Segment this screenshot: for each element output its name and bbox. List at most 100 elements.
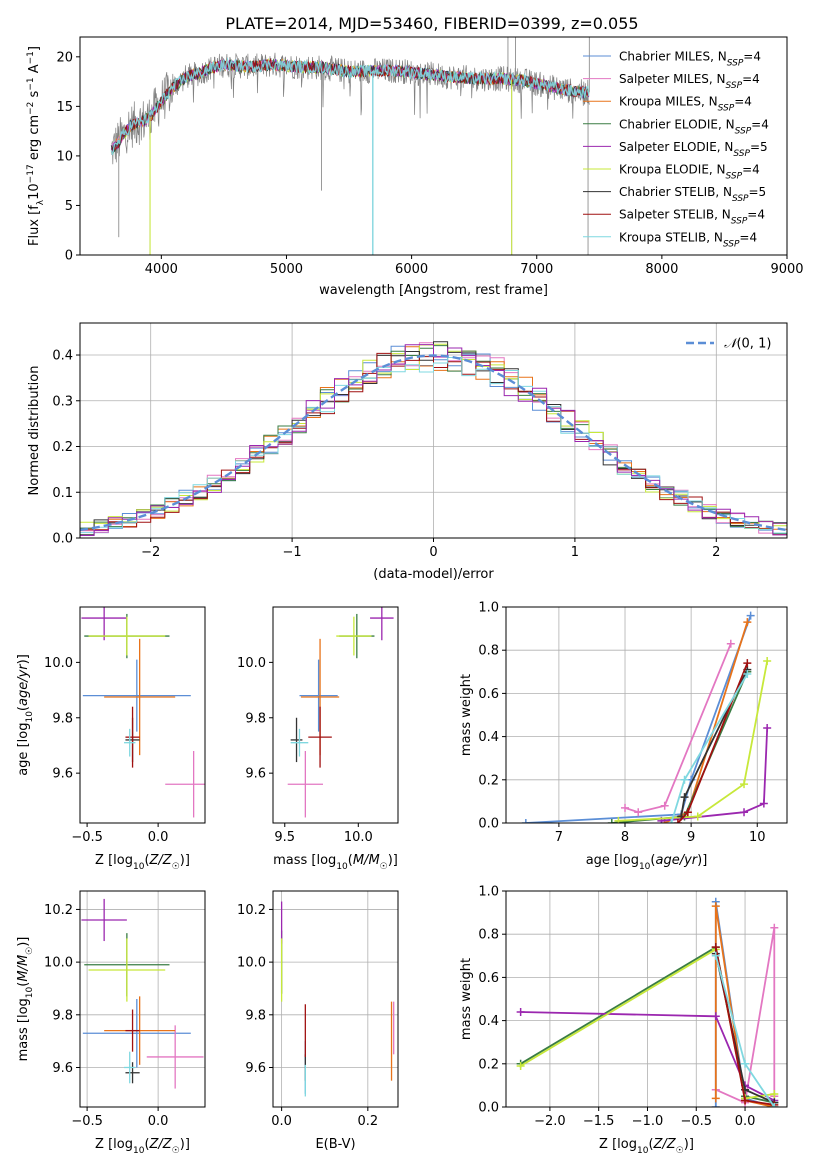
x-tick-label: 0.0	[148, 1114, 169, 1129]
mass_weight_vs_metallicity-axes: −2.0 −1.5 −1.0 −0.5 0.0 0.0 0.2 0.4 0.6 0.8 1.0 Z […	[459, 885, 788, 1156]
weight-series	[711, 951, 779, 1107]
observed-spectrum-line	[111, 52, 590, 165]
x-tick-label: −0.5	[71, 1114, 103, 1129]
y-tick-label: 10.2	[237, 903, 266, 918]
mass_weight_vs_age-axes: 7 8 9 10 0.0 0.2 0.4 0.6 0.8 1.0 age [log10(age/yr…	[459, 601, 788, 872]
weight-line	[624, 643, 732, 814]
axes-frame	[79, 36, 788, 256]
residual_histogram-axes: −2 −1 0 1 2 0.0 0.1 0.2 0.3 0.4 𝒩(0, 1) (data-model…	[27, 322, 788, 582]
errorbar-point	[88, 938, 166, 1002]
weight-marker	[763, 723, 772, 732]
errorbar-point	[146, 1025, 204, 1089]
errorbar-point	[290, 717, 303, 763]
y-axis-label: Normed distribution	[27, 366, 42, 496]
x-axis-label: Z [log10(Z/Z☉)]	[599, 1137, 694, 1156]
age_vs_metallicity-axes: −0.5 0.0 9.6 9.8 10.0 Z [log10(Z/Z☉)] age [log…	[16, 606, 206, 872]
x-axis-label: E(B-V)	[315, 1137, 355, 1152]
errorbar-point	[336, 616, 372, 656]
weight-marker	[660, 801, 669, 810]
errorbar-point	[299, 659, 338, 732]
errorbar-point	[290, 728, 309, 757]
x-tick-label: 8	[621, 830, 629, 845]
y-tick-label: 0.2	[52, 440, 73, 455]
weight-marker	[726, 639, 735, 648]
x-axis-label: wavelength [Angstrom, rest frame]	[319, 283, 548, 298]
errorbar-point	[308, 706, 332, 768]
model-spectrum-line	[110, 57, 590, 156]
weight-line	[714, 905, 775, 1107]
errorbar-point	[88, 616, 166, 656]
y-axis-label: mass [log10(M/M☉)]	[16, 937, 35, 1062]
errorbar-point	[125, 1009, 140, 1052]
weight-marker	[740, 808, 749, 817]
y-tick-label: 5	[65, 199, 73, 214]
y-tick-label: 0.0	[478, 1101, 499, 1116]
x-tick-label: 9	[687, 830, 695, 845]
x-tick-label: 10	[749, 830, 766, 845]
weight-series	[677, 665, 752, 821]
errorbar-point	[81, 607, 127, 641]
model-spectrum-line	[111, 57, 590, 156]
weight-marker	[770, 1090, 779, 1099]
x-tick-label: 7	[555, 830, 563, 845]
x-tick-label: 0.0	[148, 830, 169, 845]
x-tick-label: 0.0	[271, 1114, 292, 1129]
axes-frame	[505, 890, 788, 1108]
legend-entry-label: Salpeter MILES, NSSP=4	[619, 72, 760, 91]
x-tick-label: 5000	[270, 262, 303, 277]
y-tick-label: 1.0	[478, 601, 499, 616]
legend-entry-label: Chabrier ELODIE, NSSP=4	[619, 117, 769, 136]
age_vs_metallicity-plot-area	[81, 607, 205, 818]
axes-frame	[505, 606, 788, 824]
x-axis-label: Z [log10(Z/Z☉)]	[95, 853, 190, 872]
y-axis-label: mass weight	[459, 958, 474, 1040]
weight-marker	[743, 659, 752, 668]
y-tick-label: 0.1	[52, 486, 73, 501]
axes-frame	[272, 890, 399, 1108]
weight-marker	[680, 775, 689, 784]
weight-line	[664, 621, 749, 823]
errorbar-point	[82, 659, 191, 732]
weight-marker	[741, 1096, 750, 1105]
weight-marker	[667, 819, 676, 823]
x-axis-label: Z [log10(Z/Z☉)]	[95, 1137, 190, 1156]
y-tick-label: 20	[56, 50, 73, 65]
legend-entry-label: Chabrier MILES, NSSP=4	[619, 50, 761, 69]
errorbar-point	[125, 1062, 140, 1084]
weight-marker	[746, 611, 755, 620]
x-tick-label: −1	[283, 545, 302, 560]
y-tick-label: 15	[56, 100, 73, 115]
legend-entry-label: Salpeter ELODIE, NSSP=5	[619, 140, 768, 159]
weight-line	[618, 660, 769, 822]
errorbar-point	[81, 898, 127, 942]
y-tick-label: 0.4	[478, 730, 499, 745]
legend-entry-label: Kroupa STELIB, NSSP=4	[619, 230, 757, 249]
axes-frame	[79, 890, 206, 1108]
residual_histogram-plot-area	[80, 341, 787, 536]
weight-series	[607, 667, 752, 823]
weight-marker	[683, 808, 692, 817]
y-tick-label: 0.2	[478, 1057, 499, 1072]
y-tick-label: 0.4	[52, 349, 73, 364]
weight-marker	[743, 618, 752, 627]
y-tick-label: 0.0	[52, 532, 73, 547]
x-tick-label: 6000	[395, 262, 428, 277]
errorbar-point	[124, 1051, 136, 1084]
y-tick-label: 1.0	[478, 885, 499, 900]
weight-marker	[740, 780, 749, 789]
x-tick-label: 9.5	[274, 830, 295, 845]
y-tick-label: 10.0	[44, 956, 73, 971]
y-tick-label: 9.6	[245, 767, 266, 782]
weight-series	[657, 723, 772, 823]
y-tick-label: 0.6	[478, 971, 499, 986]
x-tick-label: 0.2	[357, 1114, 378, 1129]
weight-series	[667, 669, 752, 823]
mass_weight_vs_metallicity-plot-area	[516, 897, 779, 1107]
legend-entry-label: Chabrier STELIB, NSSP=5	[619, 185, 766, 204]
y-tick-label: 9.8	[245, 1008, 266, 1023]
spectrum-legend: Chabrier MILES, NSSP=4 Salpeter MILES, NS…	[583, 50, 769, 249]
mass_vs_metallicity-plot-area	[81, 898, 204, 1089]
figure-title: PLATE=2014, MJD=53460, FIBERID=0399, z=0…	[225, 14, 638, 33]
histogram-step-line	[80, 352, 787, 536]
